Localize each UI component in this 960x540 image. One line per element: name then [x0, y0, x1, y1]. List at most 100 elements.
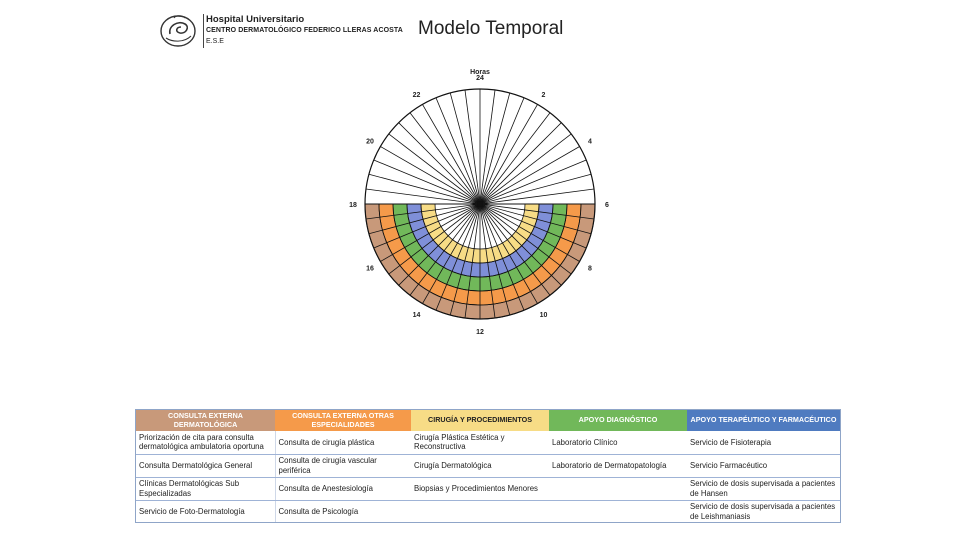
table-header-cell: APOYO DIAGNÓSTICO [549, 410, 687, 431]
table-cell: Biopsias y Procedimientos Menores [411, 477, 549, 501]
clock-hour-line [422, 104, 481, 205]
clock-hour-line [479, 173, 592, 205]
clock-hour-label: 20 [366, 139, 374, 146]
clock-hour-label: 10 [540, 312, 548, 319]
clock-hour-line [388, 133, 481, 205]
table-cell: Consulta de Anestesiología [275, 477, 411, 501]
clock-hour-label: 18 [349, 202, 357, 209]
clock-hour-line [479, 203, 562, 286]
clock-hour-line [449, 203, 481, 316]
table-cell: Clínicas Dermatológicas Sub Especializad… [136, 477, 276, 501]
clock-hour-line [398, 203, 481, 286]
clock-axis-title: Horas [470, 69, 490, 76]
table-row: Clínicas Dermatológicas Sub Especializad… [136, 477, 840, 501]
clock-hour-label: 4 [588, 139, 592, 146]
table-row: Servicio de Foto-Dermatología Consulta de… [136, 500, 840, 522]
clock-hour-line [479, 203, 496, 319]
clock-hour-line [365, 203, 481, 220]
clock-hour-line [479, 203, 525, 311]
table-row: Consulta Dermatológica General Consulta d… [136, 454, 840, 478]
clock-hour-line [479, 146, 580, 205]
table-header-cell: CONSULTA EXTERNA DERMATOLÓGICA [136, 410, 275, 431]
table-cell: Laboratorio de Dermatopatología [549, 454, 687, 478]
hospital-line-1: Hospital Universitario [206, 14, 305, 25]
clock-hour-line [479, 203, 511, 316]
table-cell: Consulta Dermatológica General [136, 454, 276, 478]
clock-hour-line [368, 203, 481, 235]
hospital-logo-icon [160, 15, 196, 47]
clock-hour-line [464, 89, 481, 205]
clock-hour-label: 24 [476, 75, 484, 82]
clock-hour-line [422, 203, 481, 304]
services-table-container: CONSULTA EXTERNA DERMATOLÓGICA CONSULTA E… [135, 409, 841, 523]
clock-hour-line [479, 203, 587, 249]
page-title: Modelo Temporal [418, 18, 564, 39]
table-cell [549, 477, 687, 501]
table-cell [549, 500, 687, 522]
hospital-name: Hospital Universitario CENTRO DERMATOLÓG… [206, 14, 403, 47]
table-cell: Servicio de Fisioterapia [687, 431, 840, 455]
header-divider [203, 14, 204, 48]
table-cell: Laboratorio Clínico [549, 431, 687, 455]
clock-hour-line [479, 89, 496, 205]
clock-hour-line [479, 104, 538, 205]
clock-center [477, 201, 483, 207]
table-cell: Consulta de Psicología [278, 507, 359, 516]
clock-hour-line [479, 133, 572, 205]
table-cell: Servicio de dosis supervisada a paciente… [690, 502, 836, 521]
table-body: Priorización de cita para consulta derma… [136, 431, 840, 522]
hospital-line-3: E.S.E [206, 38, 224, 45]
table-cell [411, 500, 549, 522]
clock-hour-label: 2 [542, 92, 546, 99]
services-table: CONSULTA EXTERNA DERMATOLÓGICA CONSULTA E… [136, 410, 840, 522]
table-header-cell: APOYO TERAPÉUTICO Y FARMACÉUTICO [687, 410, 840, 431]
clock-ring-3 [393, 204, 567, 291]
clock-ring-5 [421, 204, 539, 263]
clock-hour-label: 16 [366, 266, 374, 273]
table-header-cell: CONSULTA EXTERNA OTRAS ESPECIALIDADES [275, 410, 411, 431]
table-row: Priorización de cita para consulta derma… [136, 431, 840, 455]
clock-hour-line [380, 146, 481, 205]
clock-hour-line [435, 97, 481, 205]
clock-hour-label: 22 [413, 92, 421, 99]
clock-ring-4 [407, 204, 553, 277]
clock-hour-line [479, 122, 562, 205]
clock-hour-line [409, 112, 481, 205]
clock-hour-line [479, 159, 587, 205]
table-cell: Cirugía Plástica Estética y Reconstructi… [411, 431, 549, 455]
clock-hour-line [380, 203, 481, 262]
clock-hour-line [365, 188, 481, 205]
clock-hour-line [373, 203, 481, 249]
table-cell: Consulta de cirugía vascular periférica [275, 454, 411, 478]
clock-hour-line [479, 203, 592, 235]
clock-hour-label: 12 [476, 329, 484, 336]
clock-ring-1 [365, 204, 595, 319]
clock-hour-line [479, 203, 538, 304]
clock-hour-line [464, 203, 481, 319]
clock-hour-line [479, 92, 511, 205]
clock-hour-line [479, 188, 595, 205]
clock-hour-label: 8 [588, 266, 592, 273]
table-cell: Servicio de Foto-Dermatología [136, 500, 276, 522]
clock-hour-line [398, 122, 481, 205]
clock-hour-line [479, 203, 551, 296]
table-cell: Servicio Farmacéutico [687, 454, 840, 478]
clock-hour-label: 14 [413, 312, 421, 319]
table-cell: Consulta de cirugía plástica [275, 431, 411, 455]
clock-hour-label: 6 [605, 202, 609, 209]
clock-hour-line [409, 203, 481, 296]
clock-hour-line [479, 203, 580, 262]
table-header-cell: CIRUGÍA Y PROCEDIMIENTOS [411, 410, 549, 431]
header: Hospital Universitario CENTRO DERMATOLÓG… [158, 12, 578, 52]
clock-hour-line [435, 203, 481, 311]
table-cell: Cirugía Dermatológica [411, 454, 549, 478]
clock-hour-line [479, 203, 572, 275]
clock-hour-line [373, 159, 481, 205]
table-cell: Servicio de dosis supervisada a paciente… [687, 477, 840, 501]
clock-hour-line [479, 203, 595, 220]
clock-hour-line [479, 97, 525, 205]
clock-hour-line [388, 203, 481, 275]
hospital-line-2: CENTRO DERMATOLÓGICO FEDERICO LLERAS ACO… [206, 27, 403, 34]
clock-ring-2 [379, 204, 581, 305]
